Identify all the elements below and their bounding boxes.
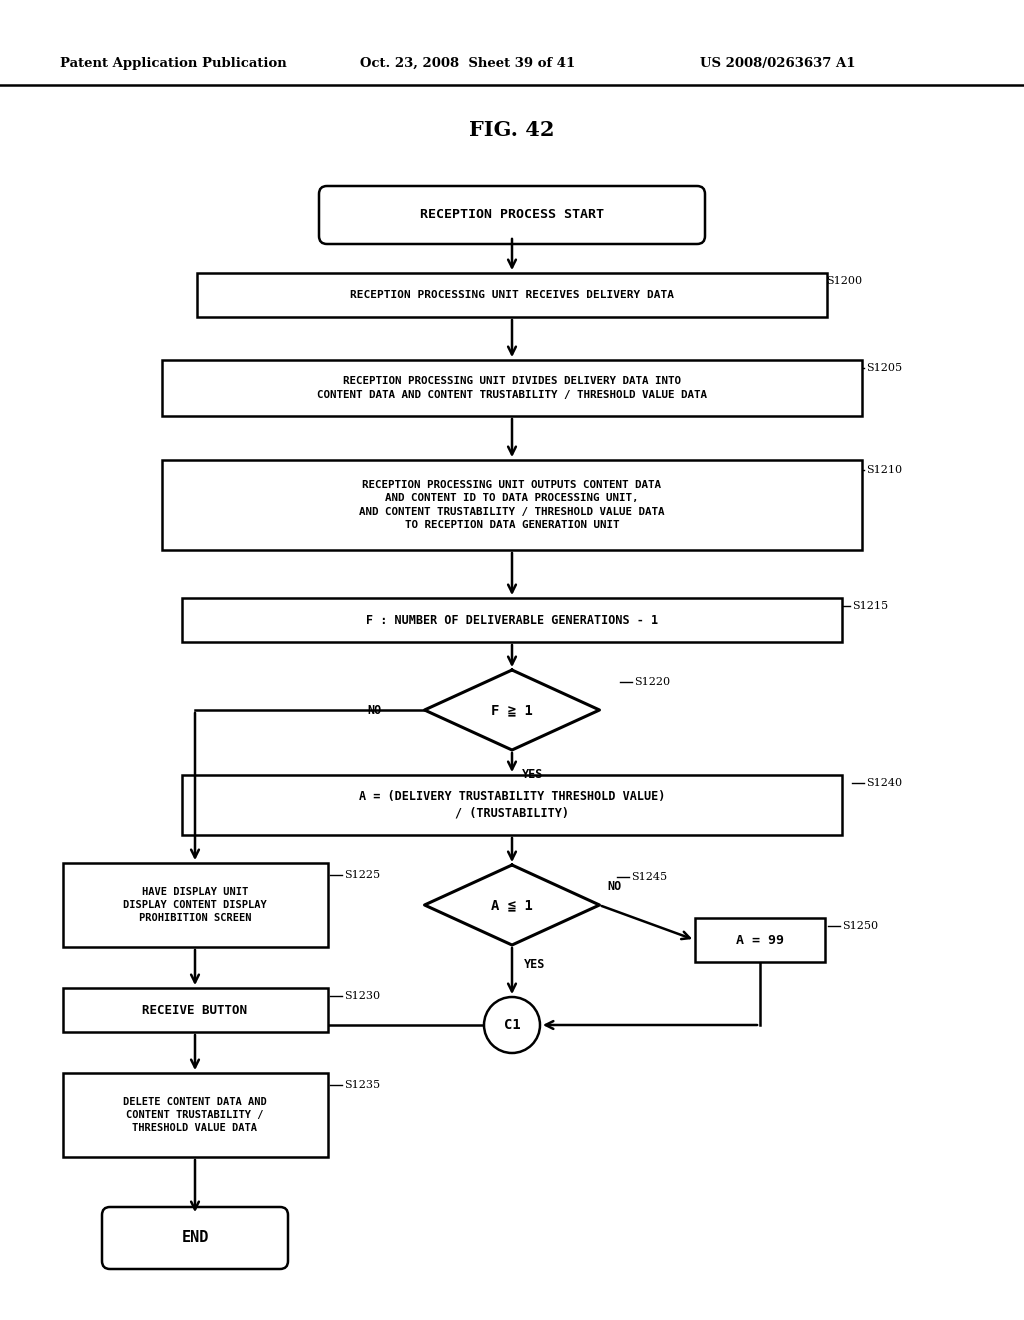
Text: RECEPTION PROCESS START: RECEPTION PROCESS START — [420, 209, 604, 222]
FancyBboxPatch shape — [102, 1206, 288, 1269]
Text: END: END — [181, 1230, 209, 1246]
Text: C1: C1 — [504, 1018, 520, 1032]
Text: S1225: S1225 — [344, 870, 380, 880]
Text: S1200: S1200 — [826, 276, 862, 286]
Text: S1250: S1250 — [842, 921, 879, 931]
Bar — [62, 987, 328, 1032]
FancyBboxPatch shape — [319, 186, 705, 244]
Text: F : NUMBER OF DELIVERABLE GENERATIONS - 1: F : NUMBER OF DELIVERABLE GENERATIONS - … — [366, 614, 658, 627]
Text: F ≧ 1: F ≧ 1 — [492, 704, 532, 717]
Text: S1240: S1240 — [866, 777, 902, 788]
Circle shape — [484, 997, 540, 1053]
Bar — [62, 1073, 328, 1158]
Text: S1215: S1215 — [852, 601, 888, 611]
Bar — [62, 863, 328, 946]
Text: NO: NO — [368, 704, 382, 717]
Text: A ≦ 1: A ≦ 1 — [492, 898, 532, 912]
Text: S1230: S1230 — [344, 991, 380, 1001]
Text: US 2008/0263637 A1: US 2008/0263637 A1 — [700, 57, 855, 70]
Text: YES: YES — [522, 768, 544, 781]
Bar — [197, 273, 827, 317]
Bar — [695, 917, 825, 962]
Text: RECEIVE BUTTON: RECEIVE BUTTON — [142, 1003, 248, 1016]
Bar — [182, 598, 842, 642]
Bar — [182, 775, 842, 836]
Text: RECEPTION PROCESSING UNIT OUTPUTS CONTENT DATA
AND CONTENT ID TO DATA PROCESSING: RECEPTION PROCESSING UNIT OUTPUTS CONTEN… — [359, 480, 665, 529]
Text: A = 99: A = 99 — [736, 933, 784, 946]
Bar — [162, 360, 862, 416]
Polygon shape — [425, 671, 599, 750]
Text: Oct. 23, 2008  Sheet 39 of 41: Oct. 23, 2008 Sheet 39 of 41 — [360, 57, 575, 70]
Text: RECEPTION PROCESSING UNIT RECEIVES DELIVERY DATA: RECEPTION PROCESSING UNIT RECEIVES DELIV… — [350, 290, 674, 300]
Text: S1235: S1235 — [344, 1080, 380, 1090]
Text: S1245: S1245 — [631, 873, 667, 882]
Text: Patent Application Publication: Patent Application Publication — [60, 57, 287, 70]
Text: DELETE CONTENT DATA AND
CONTENT TRUSTABILITY /
THRESHOLD VALUE DATA: DELETE CONTENT DATA AND CONTENT TRUSTABI… — [123, 1097, 267, 1133]
Polygon shape — [425, 865, 599, 945]
Text: A = (DELIVERY TRUSTABILITY THRESHOLD VALUE)
/ (TRUSTABILITY): A = (DELIVERY TRUSTABILITY THRESHOLD VAL… — [358, 789, 666, 820]
Text: FIG. 42: FIG. 42 — [469, 120, 555, 140]
Text: S1210: S1210 — [866, 465, 902, 475]
Bar — [162, 459, 862, 550]
Text: HAVE DISPLAY UNIT
DISPLAY CONTENT DISPLAY
PROHIBITION SCREEN: HAVE DISPLAY UNIT DISPLAY CONTENT DISPLA… — [123, 887, 267, 923]
Text: YES: YES — [524, 958, 546, 972]
Text: NO: NO — [607, 880, 622, 894]
Text: RECEPTION PROCESSING UNIT DIVIDES DELIVERY DATA INTO
CONTENT DATA AND CONTENT TR: RECEPTION PROCESSING UNIT DIVIDES DELIVE… — [317, 376, 707, 400]
Text: S1205: S1205 — [866, 363, 902, 374]
Text: S1220: S1220 — [634, 677, 670, 686]
